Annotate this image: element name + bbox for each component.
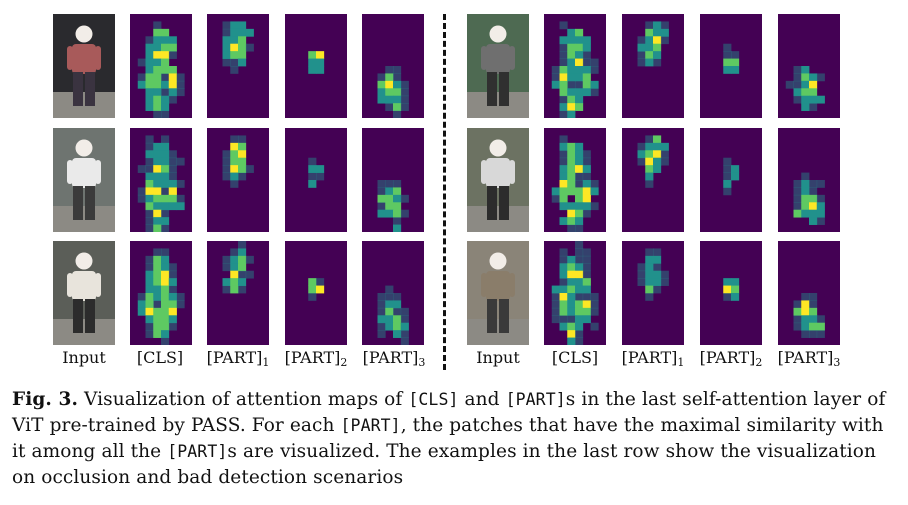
attention-map-part-1 (622, 14, 684, 118)
col-label-part-1: [PART]1 (206, 348, 270, 369)
attention-map-part-2 (285, 128, 347, 232)
attention-map-cls (130, 128, 192, 232)
attention-map-cls (544, 14, 606, 118)
figure-divider (443, 14, 446, 370)
col-label-input: Input (476, 348, 520, 367)
attention-map-part-3 (362, 128, 424, 232)
attention-map-part-2 (700, 14, 762, 118)
input-photo (53, 14, 115, 118)
attention-map-part-2 (285, 241, 347, 345)
attention-map-part-3 (362, 14, 424, 118)
col-label-part-3: [PART]3 (362, 348, 426, 369)
figure-number: Fig. 3. (12, 389, 78, 410)
attention-map-part-1 (622, 241, 684, 345)
input-photo (467, 241, 529, 345)
attention-map-part-1 (207, 14, 269, 118)
attention-map-part-2 (700, 128, 762, 232)
attention-map-part-2 (285, 14, 347, 118)
attention-map-part-1 (207, 241, 269, 345)
col-label-part-3: [PART]3 (777, 348, 841, 369)
input-photo (467, 14, 529, 118)
attention-map-part-3 (778, 241, 840, 345)
attention-map-part-3 (362, 241, 424, 345)
input-photo (53, 241, 115, 345)
attention-map-cls (130, 14, 192, 118)
attention-map-part-3 (778, 14, 840, 118)
attention-map-cls (544, 241, 606, 345)
figure-caption: Fig. 3. Visualization of attention maps … (12, 389, 886, 488)
attention-figure: Input [CLS] [PART]1 [PART]2 [PART]3 Inpu… (53, 14, 841, 370)
col-label-part-1: [PART]1 (621, 348, 685, 369)
col-label-cls: [CLS] (551, 348, 599, 367)
attention-map-part-1 (207, 128, 269, 232)
col-label-cls: [CLS] (136, 348, 184, 367)
attention-map-cls (544, 128, 606, 232)
attention-map-part-3 (778, 128, 840, 232)
input-photo (53, 128, 115, 232)
attention-map-cls (130, 241, 192, 345)
input-photo (467, 128, 529, 232)
attention-map-part-1 (622, 128, 684, 232)
col-label-input: Input (62, 348, 106, 367)
col-label-part-2: [PART]2 (284, 348, 348, 369)
attention-map-part-2 (700, 241, 762, 345)
col-label-part-2: [PART]2 (699, 348, 763, 369)
